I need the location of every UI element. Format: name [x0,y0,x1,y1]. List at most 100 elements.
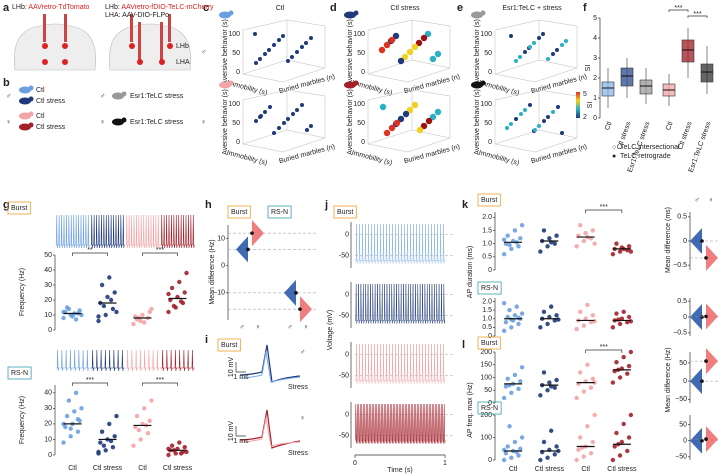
data-point [628,349,634,355]
data-point [420,34,428,42]
data-point [518,446,523,451]
significance-bracket [585,209,623,213]
x-tick-label: ♂ [694,197,699,204]
data-point [501,251,507,257]
data-point [617,249,623,254]
voltage-trace [125,214,160,249]
data-point [537,124,541,128]
y-tick-label: 0 [683,378,687,385]
data-point [514,59,518,63]
z-tick-label: 50 [357,50,365,57]
box [700,63,714,83]
data-point [619,316,625,321]
significance-label: *** [156,247,164,254]
mean-difference [706,303,718,330]
y-tick-label: 200 [480,349,492,356]
y-tick-label: 1.5 [482,227,492,234]
data-point [578,309,583,315]
data-point [541,32,545,36]
mouse-icon [471,11,483,19]
data-point [309,124,313,128]
data-point [541,228,547,233]
x-axis-label: Immobility (s) [478,150,520,168]
voltage-trace [125,349,160,372]
x-tick-label: Ctl [138,465,147,472]
y-tick-label: 2.0 [482,298,492,305]
data-point [503,451,509,456]
voltage-trace [160,214,195,249]
sex-symbol: ♀ [300,415,305,422]
virus-name: AAVretro-fDIO-TeLC-mCherry [121,4,214,11]
panel-letter: j [324,199,328,211]
y-axis-label: Voltage (mV) [327,310,334,350]
mean-difference [300,296,312,323]
data-point [105,294,110,300]
data-point [259,114,263,118]
data-point [545,321,550,327]
data-point [509,455,514,460]
cell-tag: Burst [11,205,27,212]
data-point [509,317,514,322]
data-point [171,303,177,309]
data-point [411,101,419,109]
sex-symbol: ♀ [6,119,11,126]
data-point [131,321,136,327]
data-point [616,317,621,322]
data-point [134,413,140,419]
significance-bracket [72,382,108,386]
data-point [402,110,410,118]
significance-bracket [668,9,689,12]
scale-label: 1 ms [233,438,249,445]
data-point [286,117,290,121]
data-point [626,435,632,440]
data-point [406,106,414,114]
data-point [388,124,396,132]
data-point [516,386,521,392]
z-tick-label: 0 [488,139,492,146]
x-tick-label: Ctl stress [535,466,565,473]
y-tick-label: 10 [217,235,225,242]
mean-point [700,438,704,443]
data-point [621,309,626,315]
data-point [552,241,557,246]
data-point [614,360,619,365]
data-point [509,390,514,395]
mean-difference [284,279,296,306]
data-point [628,319,634,324]
mean-point [704,256,708,260]
data-point [548,428,554,433]
z-tick-label: 50 [484,50,492,57]
data-point [96,314,101,319]
scale-label: 10 mV [228,421,235,442]
x-tick-label: ♀ [708,197,713,204]
data-point [518,379,523,384]
cell-tag-box [333,205,357,219]
data-point [551,110,555,114]
data-point [617,453,623,458]
mouse-icon [228,10,234,16]
data-point [542,119,546,123]
mouse-icon [353,80,359,86]
sex-symbol: ♀ [100,119,105,126]
data-point [501,328,507,334]
scale-bar [235,426,246,437]
data-point [254,61,258,65]
axis-box [494,89,578,153]
x-tick-label: ♂ [287,324,292,331]
y-tick-label: 0 [683,314,687,321]
data-point [300,103,304,107]
colorbar-label: SI [587,102,594,109]
box [620,67,634,87]
y-tick-label: 0 [488,333,492,340]
legend-label: Ctl [36,87,45,94]
data-point [263,110,267,114]
cell-tag-box [477,336,501,350]
data-point [519,112,523,116]
mean-point [250,231,254,235]
data-point [614,430,619,436]
brain-diagrams [13,14,192,71]
scale-bar [235,362,246,373]
mouse-icon [19,112,31,120]
colorbar [576,92,580,118]
x-tick-label: Ctl [581,466,590,473]
